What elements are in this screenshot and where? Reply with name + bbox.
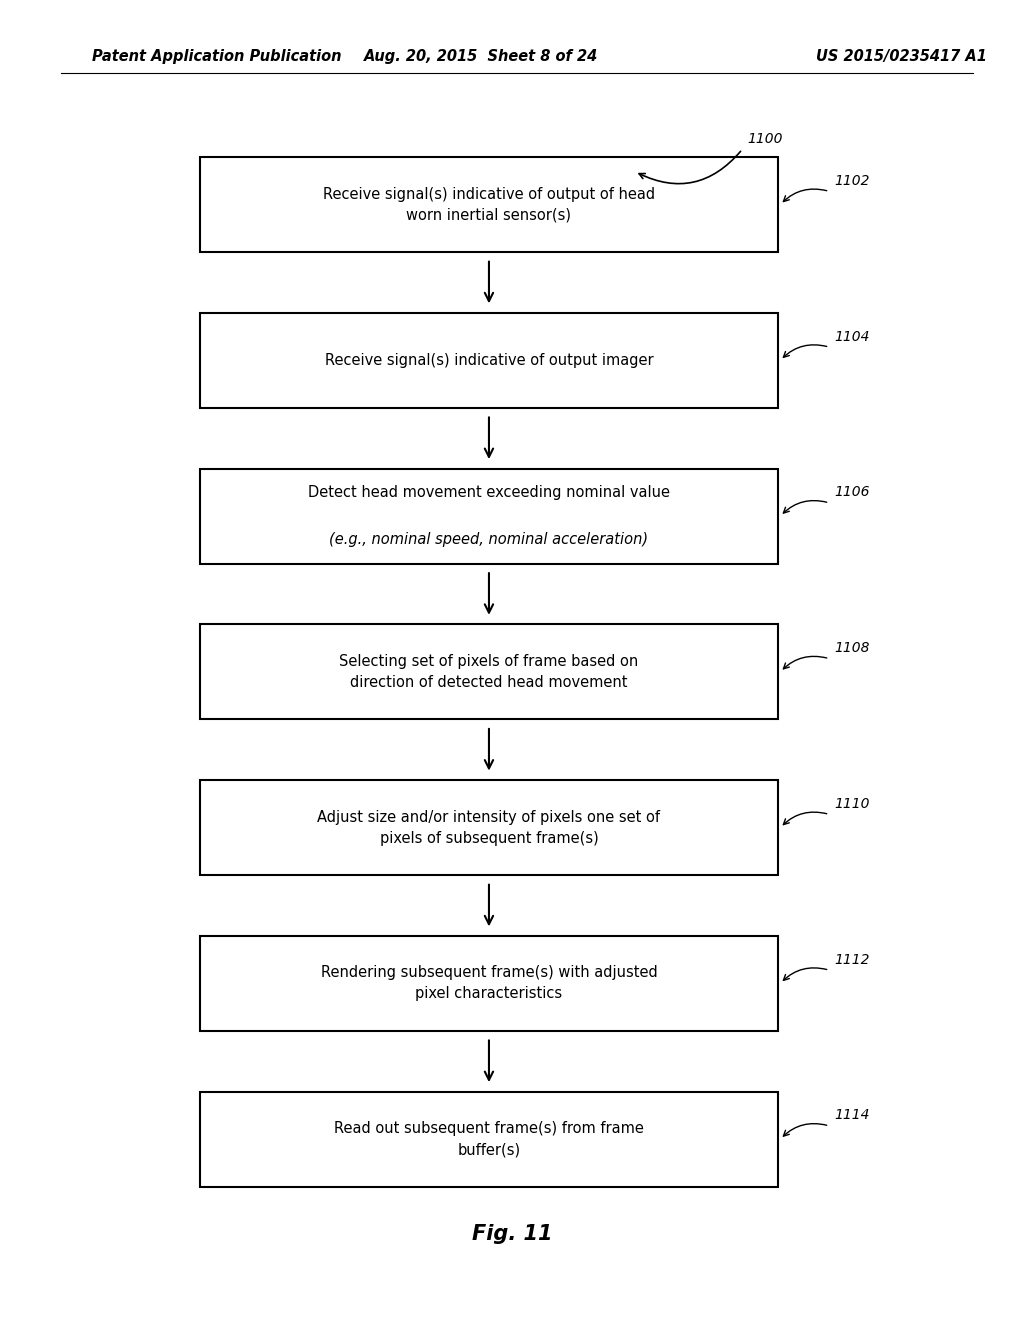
- Text: 1114: 1114: [835, 1109, 870, 1122]
- Text: Adjust size and/or intensity of pixels one set of
pixels of subsequent frame(s): Adjust size and/or intensity of pixels o…: [317, 809, 660, 846]
- Bar: [200, 469, 778, 564]
- Text: 1112: 1112: [835, 953, 870, 966]
- Bar: [200, 780, 778, 875]
- Text: Receive signal(s) indicative of output imager: Receive signal(s) indicative of output i…: [325, 352, 653, 368]
- Text: 1106: 1106: [835, 486, 870, 499]
- Text: 1108: 1108: [835, 642, 870, 655]
- Text: Fig. 11: Fig. 11: [472, 1224, 552, 1245]
- Text: Patent Application Publication: Patent Application Publication: [92, 49, 342, 65]
- Text: Selecting set of pixels of frame based on
direction of detected head movement: Selecting set of pixels of frame based o…: [339, 653, 639, 690]
- Bar: [200, 936, 778, 1031]
- Text: Detect head movement exceeding nominal value: Detect head movement exceeding nominal v…: [308, 484, 670, 500]
- Text: Rendering subsequent frame(s) with adjusted
pixel characteristics: Rendering subsequent frame(s) with adjus…: [321, 965, 657, 1002]
- Bar: [200, 1092, 778, 1187]
- Bar: [200, 313, 778, 408]
- Text: Receive signal(s) indicative of output of head
worn inertial sensor(s): Receive signal(s) indicative of output o…: [323, 186, 655, 223]
- Text: US 2015/0235417 A1: US 2015/0235417 A1: [816, 49, 986, 65]
- Text: (​e.g., nominal speed, nominal acceleration): (​e.g., nominal speed, nominal accelerat…: [330, 532, 648, 548]
- Text: Aug. 20, 2015  Sheet 8 of 24: Aug. 20, 2015 Sheet 8 of 24: [365, 49, 598, 65]
- Text: Read out subsequent frame(s) from frame
buffer(s): Read out subsequent frame(s) from frame …: [334, 1121, 644, 1158]
- Text: 1100: 1100: [748, 132, 783, 145]
- Text: 1102: 1102: [835, 174, 870, 187]
- Bar: [200, 624, 778, 719]
- Text: 1104: 1104: [835, 330, 870, 343]
- Bar: [200, 157, 778, 252]
- Text: 1110: 1110: [835, 797, 870, 810]
